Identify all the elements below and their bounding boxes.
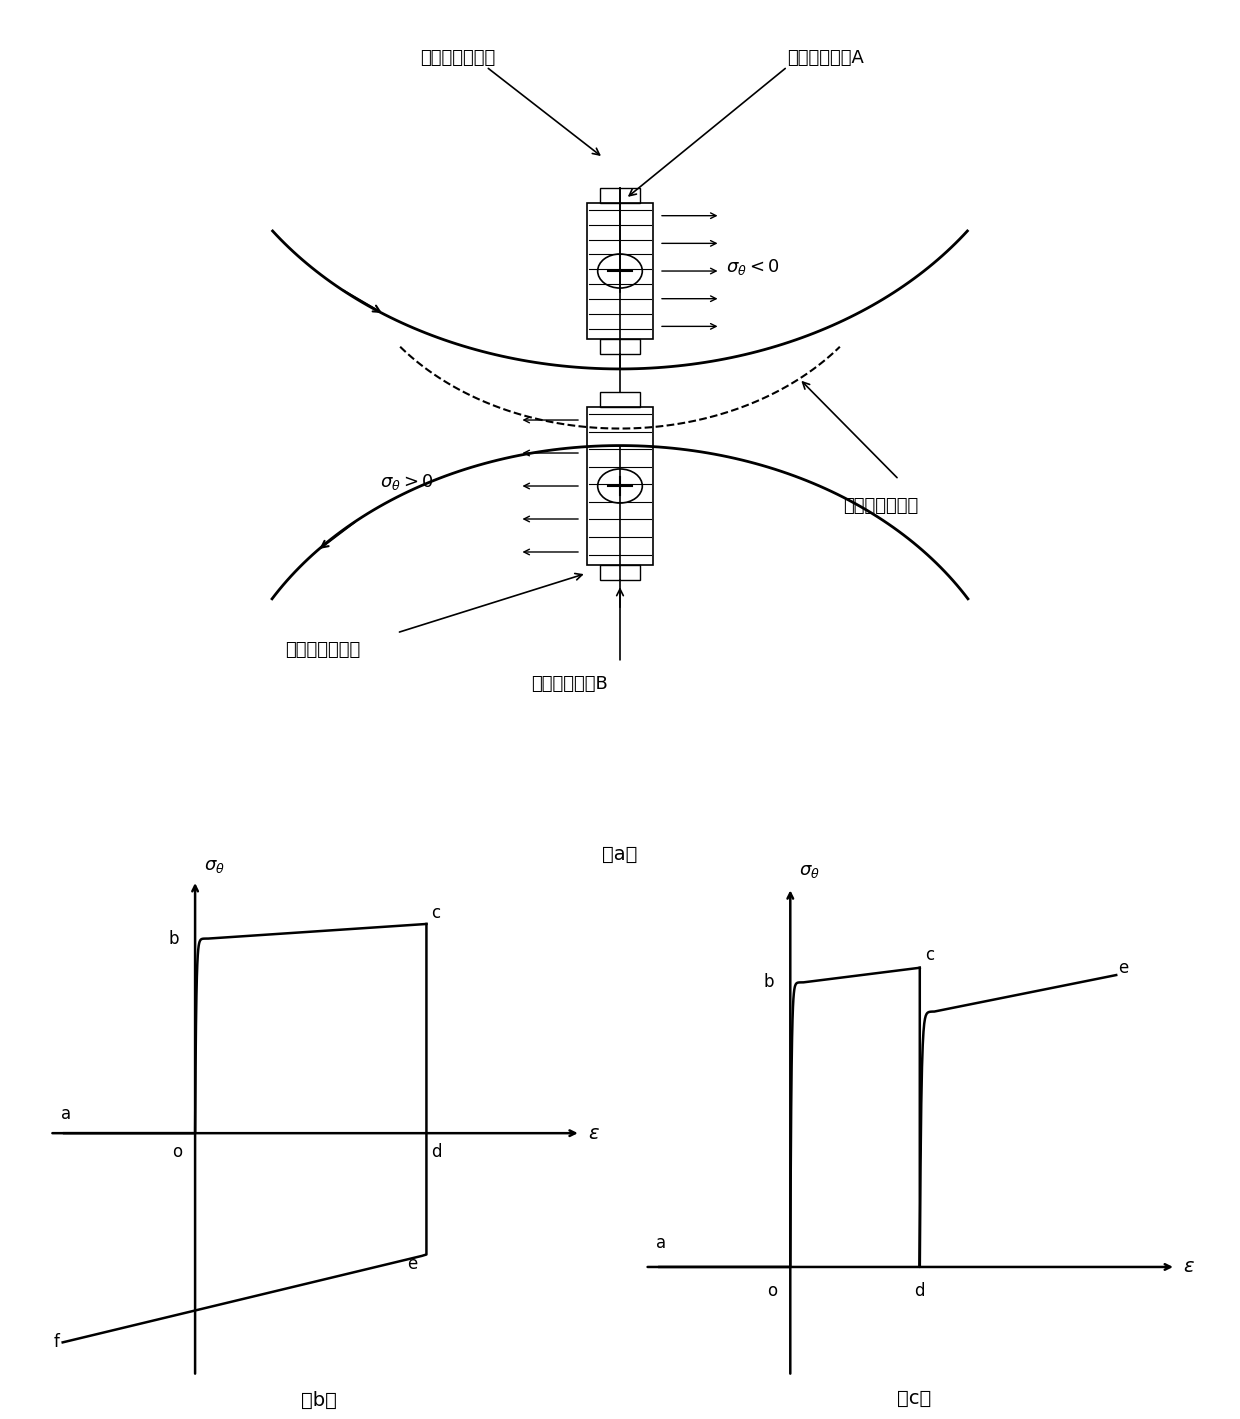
Text: e: e: [1117, 959, 1128, 976]
Text: a: a: [656, 1235, 666, 1253]
Text: 外表面微元体B: 外表面微元体B: [531, 675, 608, 694]
Text: a: a: [61, 1105, 71, 1124]
Text: 板料弯曲外表面: 板料弯曲外表面: [285, 641, 361, 660]
Text: c: c: [925, 946, 934, 964]
Bar: [600, 187, 640, 203]
Text: $\sigma_\theta$: $\sigma_\theta$: [203, 857, 224, 876]
Bar: [600, 339, 640, 355]
Bar: [600, 392, 640, 407]
Text: o: o: [768, 1281, 777, 1300]
Text: $\varepsilon$: $\varepsilon$: [1183, 1257, 1195, 1277]
Text: c: c: [432, 904, 440, 921]
Text: （a）: （a）: [603, 844, 637, 864]
Bar: [587, 407, 653, 565]
Bar: [587, 203, 653, 339]
Text: $\varepsilon$: $\varepsilon$: [588, 1124, 600, 1142]
Text: b: b: [169, 929, 179, 948]
Text: d: d: [915, 1281, 925, 1300]
Text: o: o: [172, 1142, 182, 1161]
Text: $\sigma_\theta>0$: $\sigma_\theta>0$: [381, 471, 434, 492]
Text: 内表面微元体A: 内表面微元体A: [787, 48, 864, 67]
Text: $\sigma_\theta$: $\sigma_\theta$: [799, 863, 820, 880]
Bar: [600, 565, 640, 580]
Text: b: b: [764, 973, 774, 992]
Text: e: e: [407, 1254, 417, 1273]
Text: $\sigma_\theta<0$: $\sigma_\theta<0$: [727, 257, 780, 277]
Text: d: d: [432, 1142, 441, 1161]
Text: f: f: [53, 1334, 60, 1351]
Text: 弯曲板料中性面: 弯曲板料中性面: [843, 497, 919, 515]
Text: （b）: （b）: [301, 1391, 337, 1410]
Text: （c）: （c）: [897, 1389, 931, 1408]
Text: 板料弯曲内表面: 板料弯曲内表面: [420, 48, 496, 67]
